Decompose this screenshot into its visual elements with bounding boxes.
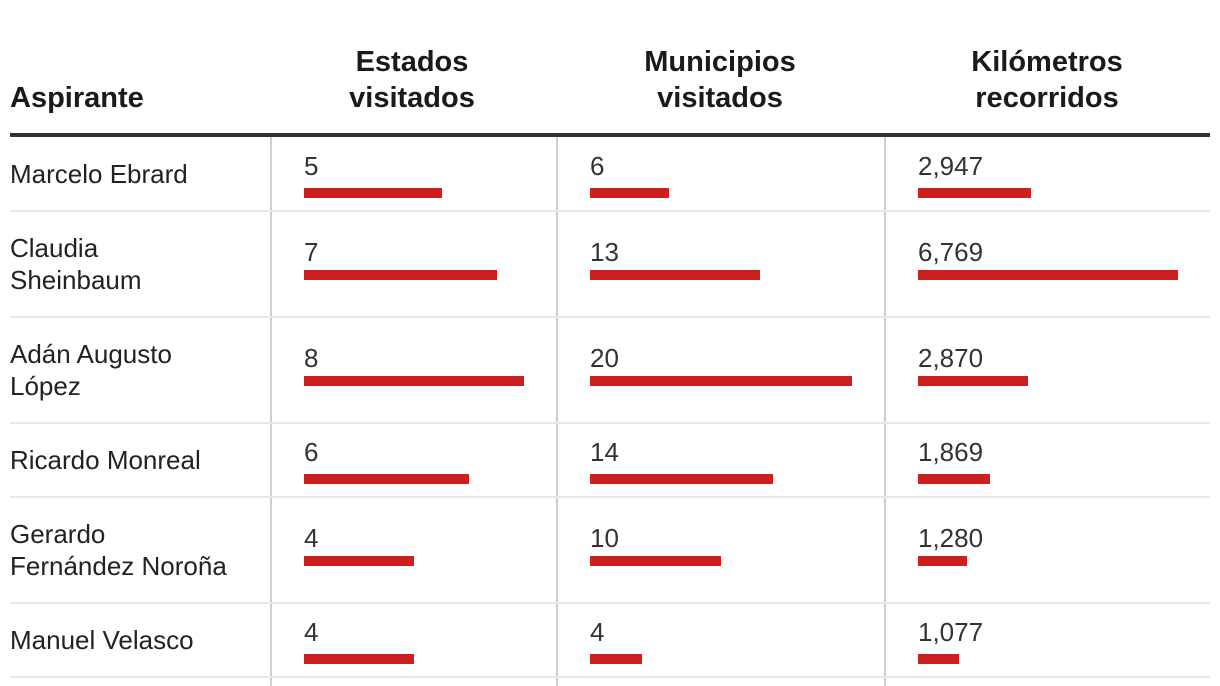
candidate-name: Gerardo Fernández Noroña [10, 519, 227, 581]
bar-estados [304, 376, 524, 386]
candidate-name: Ricardo Monreal [10, 445, 201, 475]
header-kilometros: Kilómetros recorridos [971, 46, 1123, 114]
candidate-name: Manuel Velasco [10, 625, 194, 655]
table-row: Manuel Velasco 4 4 1,077 [0, 603, 1220, 678]
column-divider-estados [270, 137, 272, 686]
bar-municipios [590, 188, 669, 198]
value-estados: 7 [304, 237, 319, 267]
row-divider [10, 316, 1210, 318]
table-row: Marcelo Ebrard 5 6 2,947 [0, 137, 1220, 212]
column-divider-municipios [556, 137, 558, 686]
value-municipios: 6 [590, 151, 605, 181]
bar-estados [304, 270, 497, 280]
candidate-name: Adán Augusto López [10, 339, 172, 401]
value-estados: 5 [304, 151, 319, 181]
row-divider [10, 422, 1210, 424]
table-row: Claudia Sheinbaum 7 13 6,769 [0, 211, 1220, 318]
bar-municipios [590, 270, 760, 280]
value-municipios: 20 [590, 343, 619, 373]
bar-km [918, 474, 990, 484]
row-divider [10, 210, 1210, 212]
table-row: Gerardo Fernández Noroña 4 10 1,280 [0, 497, 1220, 604]
value-km: 6,769 [918, 237, 984, 267]
value-km: 2,947 [918, 151, 984, 181]
bar-estados [304, 474, 469, 484]
bar-km [918, 188, 1031, 198]
value-estados: 8 [304, 343, 319, 373]
bar-km [918, 556, 967, 566]
table-row: Ricardo Monreal 6 14 1,869 [0, 423, 1220, 498]
bar-km [918, 376, 1028, 386]
value-municipios: 13 [590, 237, 619, 267]
table-row: Adán Augusto López 8 20 2,870 [0, 317, 1220, 424]
bar-estados [304, 188, 442, 198]
column-divider-kilometros [884, 137, 886, 686]
value-km: 2,870 [918, 343, 984, 373]
value-estados: 4 [304, 523, 319, 553]
bar-municipios [590, 474, 773, 484]
bar-municipios [590, 376, 852, 386]
value-km: 1,077 [918, 617, 984, 647]
row-divider [10, 602, 1210, 604]
bar-estados [304, 556, 414, 566]
value-municipios: 4 [590, 617, 605, 647]
bar-municipios [590, 556, 721, 566]
header-estados: Estados visitados [349, 46, 475, 114]
bar-municipios [590, 654, 642, 664]
header-municipios: Municipios visitados [644, 46, 796, 114]
value-km: 1,280 [918, 523, 984, 553]
value-municipios: 14 [590, 437, 619, 467]
candidate-name: Claudia Sheinbaum [10, 233, 142, 295]
bar-km [918, 654, 959, 664]
bar-estados [304, 654, 414, 664]
candidate-name: Marcelo Ebrard [10, 159, 188, 189]
bar-km [918, 270, 1178, 280]
value-estados: 6 [304, 437, 319, 467]
value-km: 1,869 [918, 437, 984, 467]
table-header: Aspirante Estados visitados Municipios v… [0, 0, 1220, 136]
row-divider [10, 676, 1210, 678]
value-estados: 4 [304, 617, 319, 647]
value-municipios: 10 [590, 523, 619, 553]
header-divider [10, 133, 1210, 137]
header-aspirante: Aspirante [10, 82, 144, 114]
row-divider [10, 496, 1210, 498]
